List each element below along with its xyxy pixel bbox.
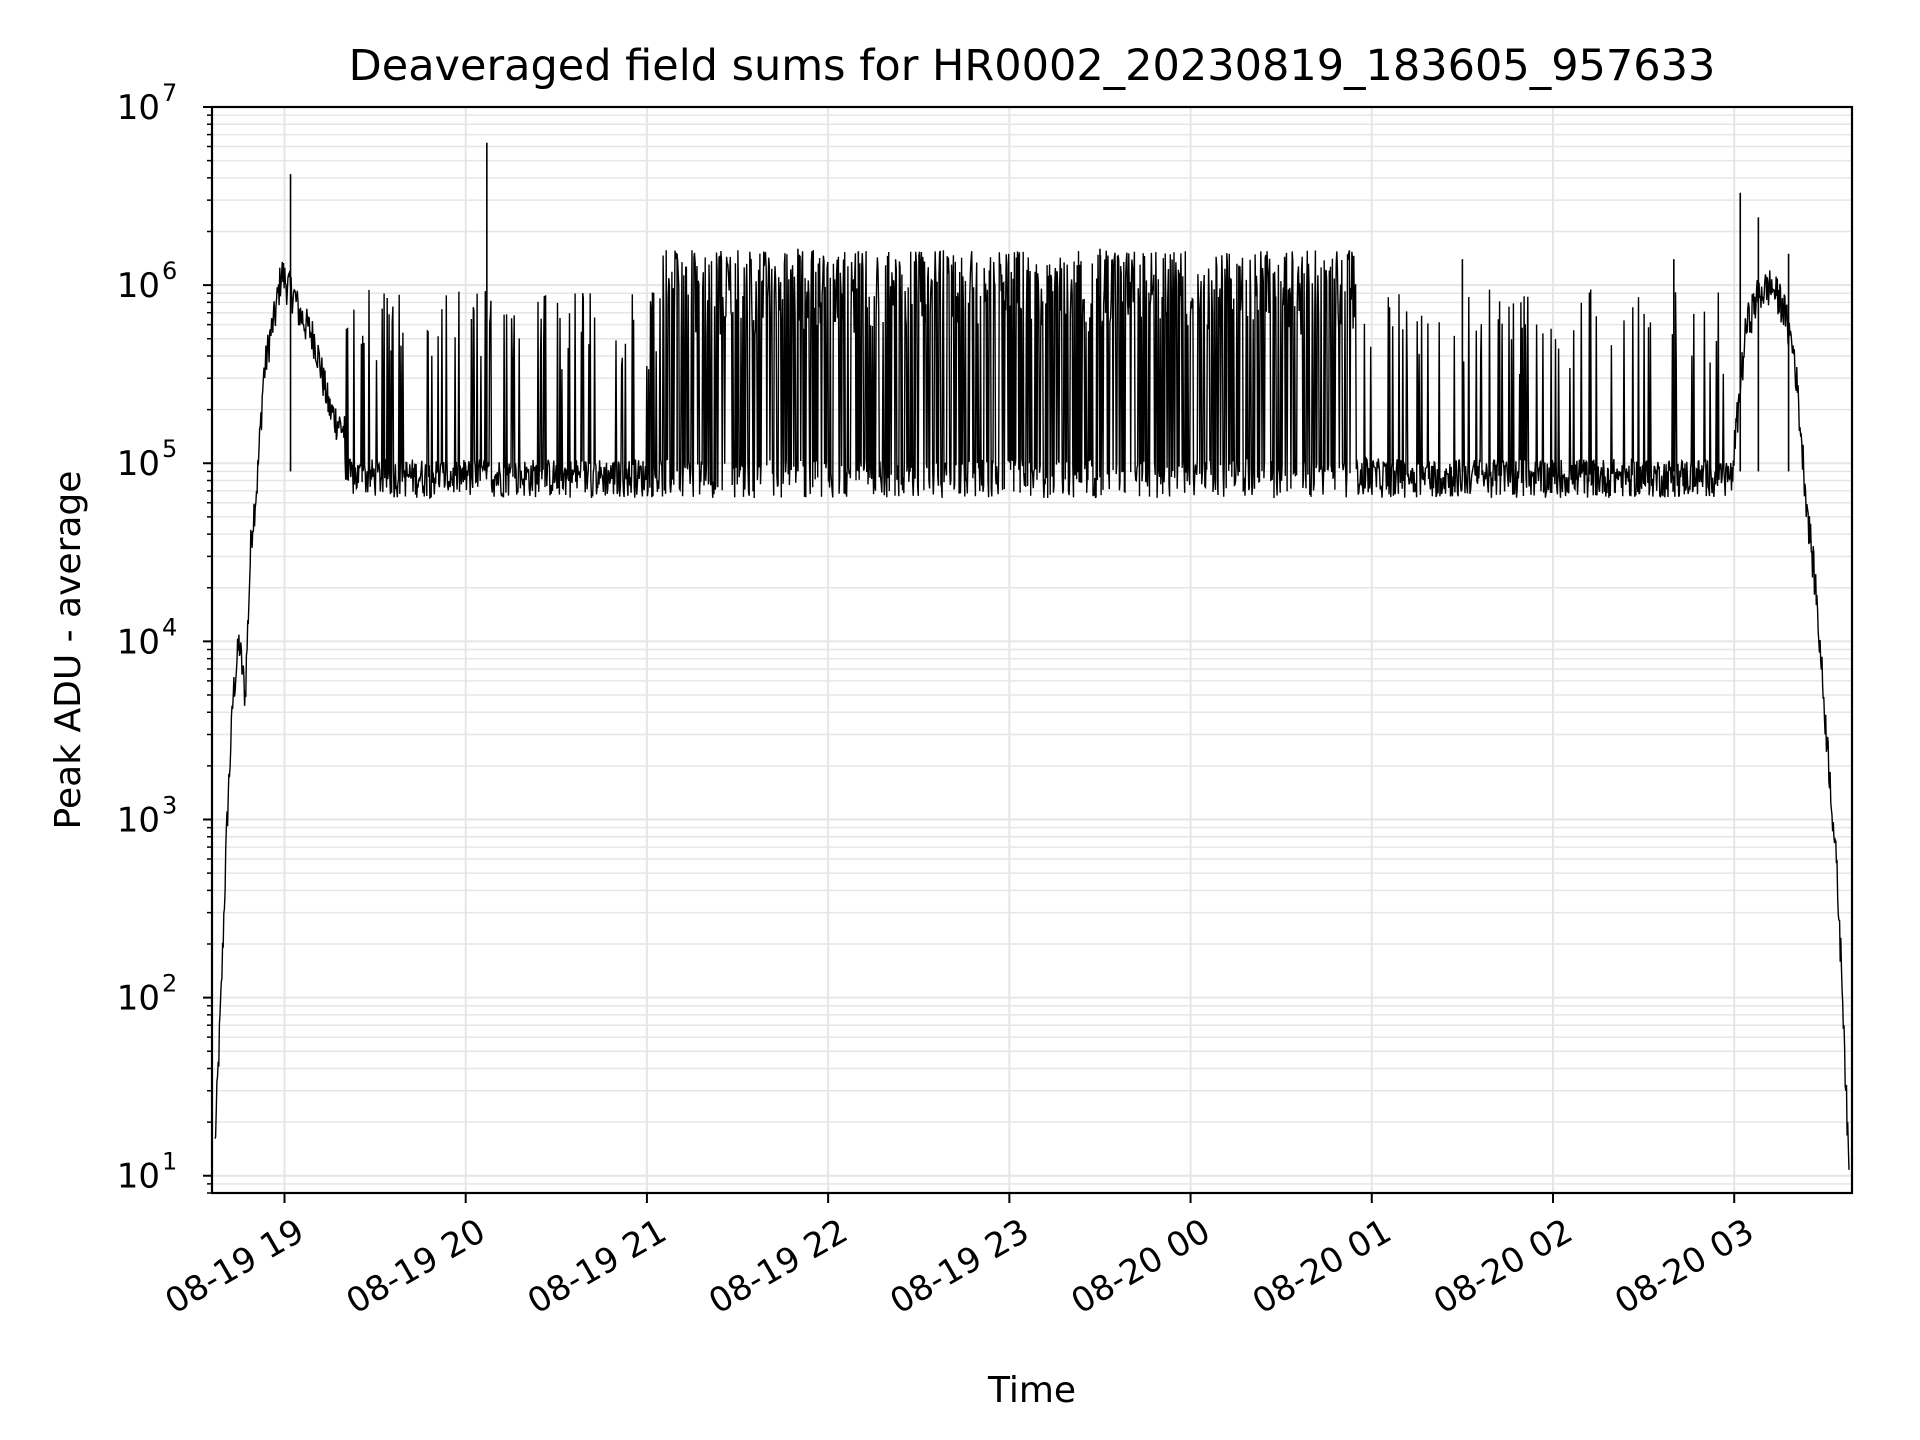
- y-tick-label: 10: [117, 800, 160, 840]
- y-tick-label: 10: [117, 1157, 160, 1197]
- y-tick-exponent: 7: [162, 79, 177, 107]
- y-tick-exponent: 4: [162, 613, 177, 641]
- data-series: [214, 142, 1850, 1170]
- y-tick-exponent: 6: [162, 257, 177, 285]
- y-tick-label: 10: [117, 979, 160, 1019]
- y-tick-exponent: 2: [162, 970, 177, 998]
- y-tick-label: 10: [117, 622, 160, 662]
- chart-title: Deaveraged field sums for HR0002_2023081…: [349, 41, 1716, 91]
- y-axis-label: Peak ADU - average: [48, 471, 89, 830]
- y-tick-label: 10: [117, 88, 160, 128]
- y-tick-label: 10: [117, 444, 160, 484]
- y-tick-exponent: 5: [162, 435, 177, 463]
- y-tick-exponent: 3: [162, 791, 177, 819]
- y-tick-label: 10: [117, 266, 160, 306]
- x-axis-label: Time: [987, 1370, 1076, 1411]
- y-tick-exponent: 1: [162, 1148, 177, 1176]
